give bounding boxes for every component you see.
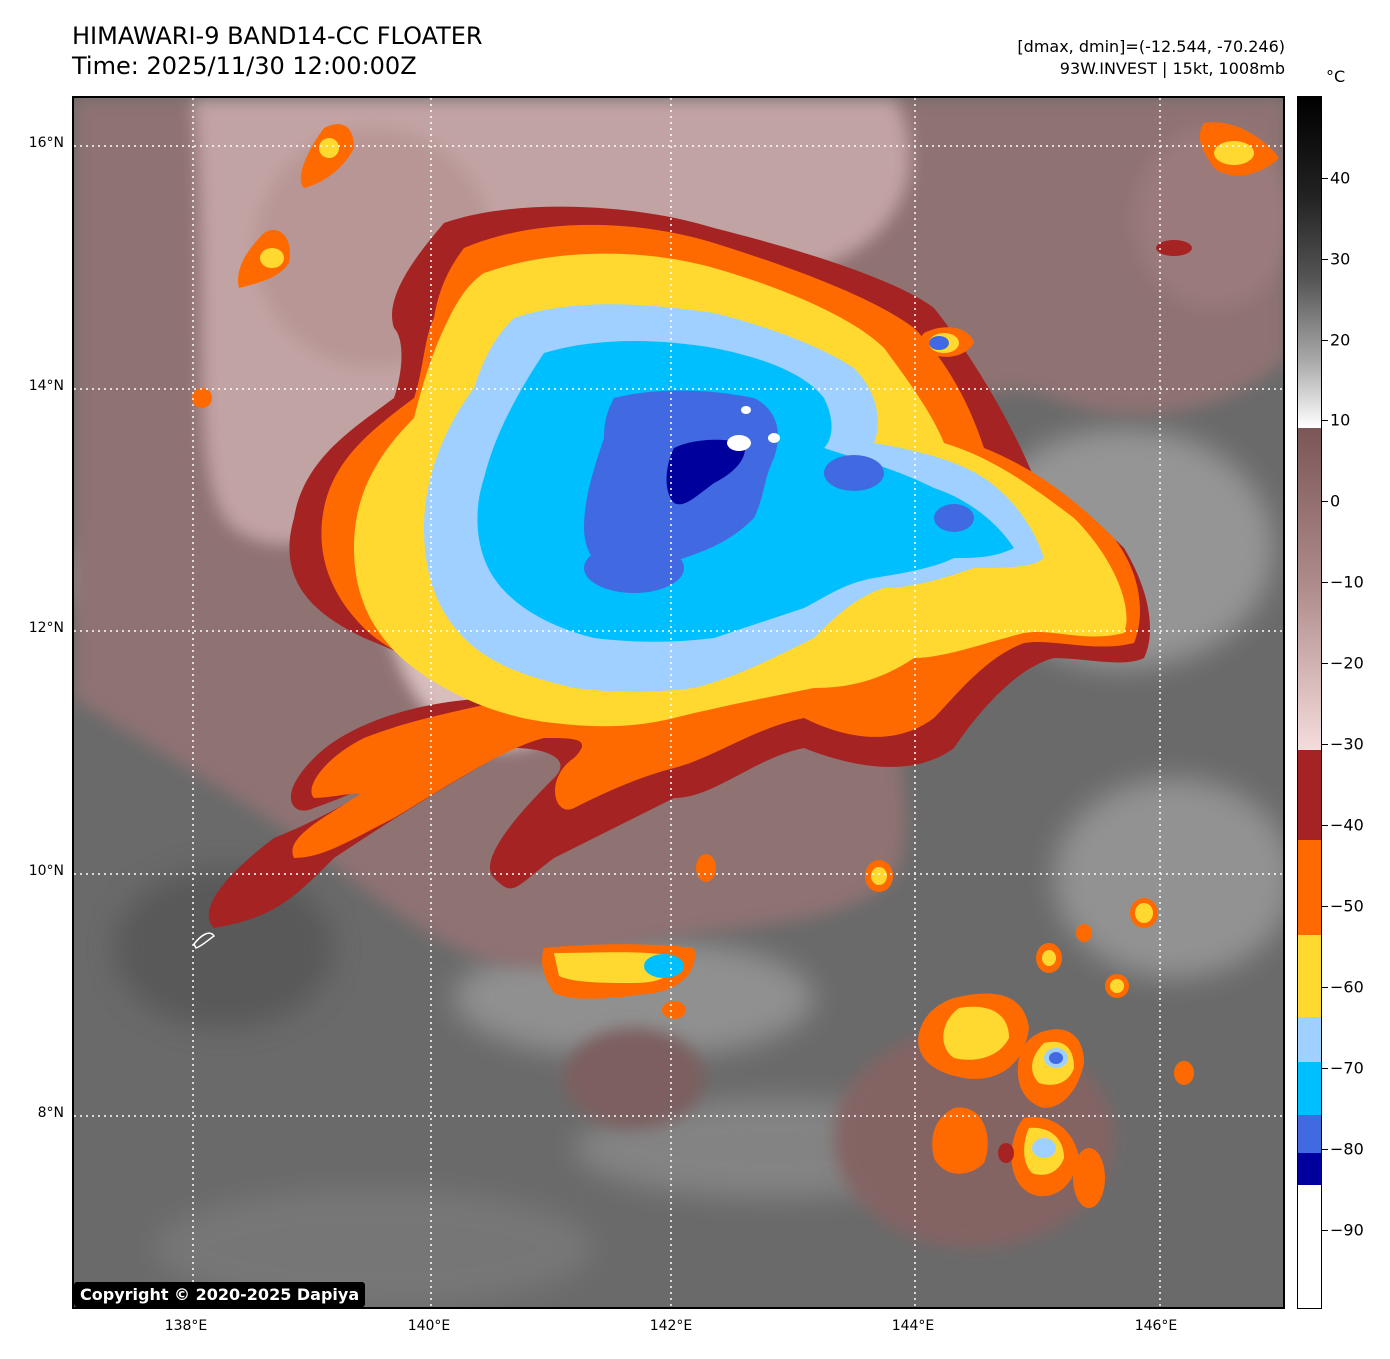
colorbar-label: 40 bbox=[1330, 168, 1351, 188]
colorbar-royal-blue bbox=[1298, 1115, 1321, 1153]
satellite-imagery bbox=[74, 98, 1283, 1307]
colorbar-sky-blue bbox=[1298, 1062, 1321, 1115]
map-time: Time: 2025/11/30 12:00:00Z bbox=[72, 52, 417, 80]
lon-label-138e: 138°E bbox=[164, 1318, 208, 1334]
lat-label-10n: 10°N bbox=[28, 863, 64, 879]
lat-label-8n: 8°N bbox=[37, 1105, 64, 1121]
colorbar-unit: °C bbox=[1326, 67, 1346, 86]
colorbar-dark-red bbox=[1298, 750, 1321, 840]
lon-label-142e: 142°E bbox=[649, 1318, 693, 1334]
lon-label-146e: 146°E bbox=[1134, 1318, 1178, 1334]
temperature-range: [dmax, dmin]=(-12.544, -70.246) bbox=[1017, 37, 1285, 56]
colorbar-label: −40 bbox=[1330, 815, 1364, 835]
colorbar-label: −60 bbox=[1330, 977, 1364, 997]
colorbar-brown bbox=[1298, 428, 1321, 750]
colorbar-label: −90 bbox=[1330, 1220, 1364, 1240]
colorbar-label: 0 bbox=[1330, 491, 1341, 511]
scattered-cells bbox=[192, 122, 1279, 1208]
lon-label-140e: 140°E bbox=[407, 1318, 451, 1334]
satellite-map bbox=[72, 96, 1285, 1309]
copyright-badge: Copyright © 2020-2025 Dapiya bbox=[74, 1282, 366, 1307]
storm-info: 93W.INVEST | 15kt, 1008mb bbox=[1059, 59, 1285, 78]
lat-label-16n: 16°N bbox=[28, 135, 64, 151]
colorbar-light-blue bbox=[1298, 1017, 1321, 1062]
colorbar-label: 10 bbox=[1330, 410, 1351, 430]
lat-label-12n: 12°N bbox=[28, 620, 64, 636]
colorbar-navy bbox=[1298, 1153, 1321, 1185]
colorbar bbox=[1297, 96, 1322, 1309]
colorbar-label: 20 bbox=[1330, 330, 1351, 350]
colorbar-label: −20 bbox=[1330, 653, 1364, 673]
colorbar-label: 30 bbox=[1330, 249, 1351, 269]
lat-lon-grid bbox=[74, 98, 1283, 1307]
colorbar-label: −10 bbox=[1330, 572, 1364, 592]
colorbar-label: −80 bbox=[1330, 1139, 1364, 1159]
island-outline bbox=[193, 932, 216, 949]
colorbar-yellow bbox=[1298, 935, 1321, 1017]
lon-label-144e: 144°E bbox=[891, 1318, 935, 1334]
colorbar-grayscale bbox=[1298, 97, 1321, 428]
lat-label-14n: 14°N bbox=[28, 378, 64, 394]
colorbar-label: −30 bbox=[1330, 734, 1364, 754]
colorbar-label: −50 bbox=[1330, 896, 1364, 916]
colorbar-white bbox=[1298, 1185, 1321, 1308]
map-title: HIMAWARI-9 BAND14-CC FLOATER bbox=[72, 22, 483, 50]
colorbar-orange bbox=[1298, 840, 1321, 935]
colorbar-label: −70 bbox=[1330, 1058, 1364, 1078]
